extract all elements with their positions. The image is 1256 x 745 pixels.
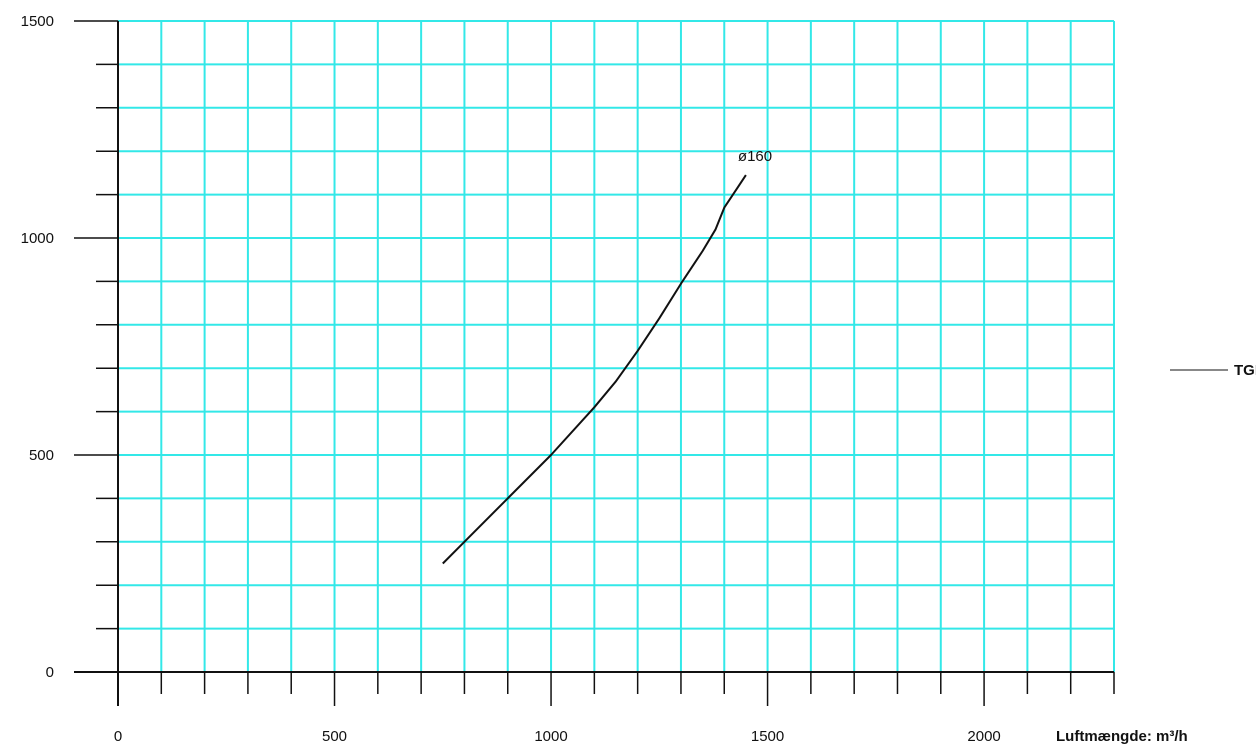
series-line	[442, 174, 747, 565]
legend-label: TGI	[1234, 362, 1256, 379]
x-tick-label: 1500	[751, 728, 784, 745]
y-tick-label: 1000	[21, 230, 54, 247]
y-tick-label: 500	[29, 447, 54, 464]
x-tick-label: 2000	[967, 728, 1000, 745]
y-tick-label: 0	[46, 664, 54, 681]
x-tick-label: 500	[322, 728, 347, 745]
grid	[118, 20, 1115, 672]
series	[442, 174, 747, 565]
tick-labels: 0 500 1000 1500 0 500 1000 1500 2000	[21, 13, 1001, 745]
x-axis-label: Luftmængde: m³/h	[1056, 728, 1188, 745]
x-tick-label: 0	[114, 728, 122, 745]
series-label-o160: ø160	[738, 148, 772, 165]
x-tick-label: 1000	[534, 728, 567, 745]
ticks	[74, 20, 1115, 706]
y-tick-label: 1500	[21, 13, 54, 30]
